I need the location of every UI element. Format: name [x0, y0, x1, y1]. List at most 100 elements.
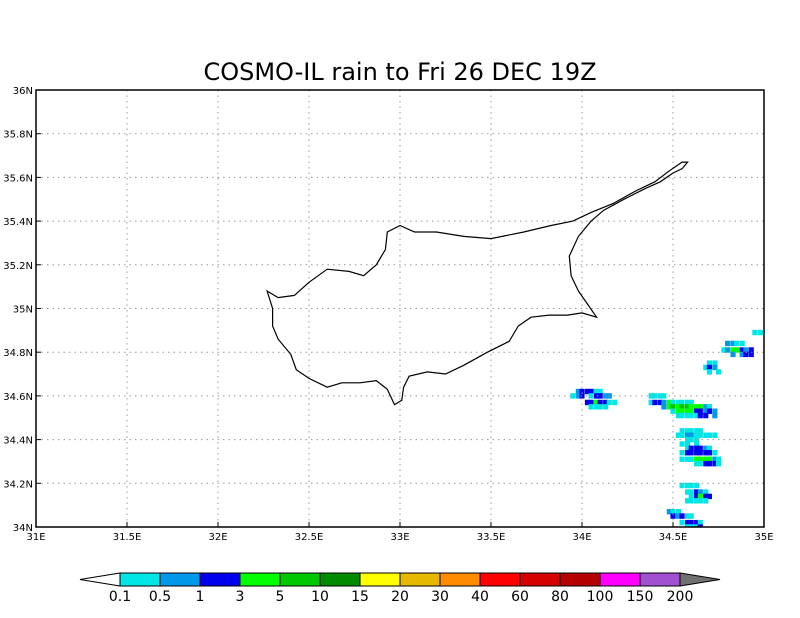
rain-cell	[688, 432, 694, 438]
rain-cell	[697, 428, 703, 434]
colorbar-over-triangle	[679, 572, 721, 587]
rain-cell	[703, 493, 709, 500]
y-tick-label: 35.4N	[3, 217, 33, 228]
rain-cell	[597, 399, 603, 406]
colorbar-swatch	[519, 572, 561, 587]
rain-cell	[706, 445, 712, 452]
colorbar-label: 15	[351, 589, 369, 605]
rain-cell	[697, 493, 703, 500]
rain-cell	[703, 498, 709, 504]
rain-cell	[588, 404, 594, 410]
rain-cell	[748, 347, 754, 353]
rain-cell	[679, 412, 685, 419]
rain-cell	[679, 441, 685, 447]
rain-cell	[730, 347, 736, 353]
rain-cell	[593, 404, 600, 410]
rain-cell	[684, 450, 691, 456]
rain-cell	[684, 489, 691, 495]
rain-cell	[679, 432, 685, 438]
rain-cell	[697, 445, 703, 452]
rain-cell	[694, 432, 700, 438]
colorbar-swatch	[639, 572, 681, 587]
rain-cell	[697, 460, 703, 467]
rain-cell	[657, 399, 663, 406]
rain-cell	[697, 456, 703, 462]
rain-cell	[684, 399, 691, 406]
rain-cell	[648, 399, 654, 406]
rain-cell	[712, 412, 718, 419]
rain-cell	[575, 393, 581, 399]
colorbar-label: 10	[311, 589, 329, 605]
rain-cell	[688, 482, 694, 489]
rain-cell	[703, 460, 709, 467]
colorbar-label: 3	[236, 589, 245, 605]
rain-cell	[670, 408, 676, 414]
rain-cell	[597, 393, 603, 399]
rain-cell	[706, 364, 712, 371]
cyprus-coastline	[266, 161, 689, 406]
rain-cell	[697, 408, 703, 414]
rain-cell	[679, 408, 685, 414]
rain-cell	[612, 399, 618, 406]
rain-cell	[688, 493, 694, 500]
rain-cell	[679, 404, 685, 410]
rain-cell	[657, 393, 663, 399]
rain-cell	[715, 460, 722, 467]
rain-cell	[603, 404, 609, 410]
rain-cell	[688, 524, 694, 527]
rain-cell	[603, 399, 609, 406]
colorbar-under-triangle	[79, 572, 121, 587]
rain-cell	[575, 388, 581, 395]
rain-cell	[743, 347, 749, 353]
rain-cell	[706, 404, 712, 410]
rain-cell	[603, 393, 609, 399]
rain-cell	[584, 388, 591, 395]
colorbar-swatch	[239, 572, 281, 587]
rain-cell	[694, 404, 700, 410]
rain-cell	[675, 399, 682, 406]
rain-cell	[694, 493, 700, 500]
colorbar-label: 80	[551, 589, 569, 605]
rain-cell	[712, 456, 718, 462]
rain-cell	[697, 412, 703, 419]
rain-cell	[757, 329, 763, 336]
rain-cell	[606, 399, 612, 406]
rain-cell	[706, 432, 712, 438]
rain-cell	[725, 340, 731, 347]
rain-cell	[588, 399, 594, 406]
rain-cell	[694, 519, 700, 526]
rain-cell	[688, 399, 694, 406]
x-tick-label: 32E	[208, 532, 227, 543]
y-tick-label: 35.6N	[3, 173, 33, 184]
colorbar-swatch	[319, 572, 361, 587]
rain-cell	[684, 408, 691, 414]
rain-cell	[679, 428, 685, 434]
rain-cell	[712, 360, 718, 366]
colorbar-swatch	[599, 572, 641, 587]
colorbar-label: 200	[667, 589, 694, 605]
rain-cell	[706, 450, 712, 456]
rain-cell	[697, 489, 703, 495]
rain-cell	[597, 388, 603, 395]
rain-cell	[715, 456, 722, 462]
rain-cell	[739, 347, 745, 353]
rain-cell	[734, 347, 740, 353]
rain-cell	[688, 456, 694, 462]
rain-cell	[688, 408, 694, 414]
y-tick-label: 34.6N	[3, 392, 33, 403]
map-title: COSMO-IL rain to Fri 26 DEC 19Z	[203, 58, 596, 86]
rain-cell	[675, 412, 682, 419]
rain-cell	[706, 369, 712, 375]
rain-cell	[684, 412, 691, 419]
colorbar-label: 40	[471, 589, 489, 605]
rain-cell	[752, 329, 758, 336]
rain-cell	[706, 408, 712, 414]
colorbar-swatch	[199, 572, 241, 587]
rain-cell	[584, 399, 591, 406]
rain-cell	[661, 404, 667, 410]
rain-cell	[675, 408, 682, 414]
rain-cell	[712, 450, 718, 456]
rain-cell	[684, 524, 691, 527]
rain-cell	[743, 351, 749, 358]
rain-cell	[694, 408, 700, 414]
